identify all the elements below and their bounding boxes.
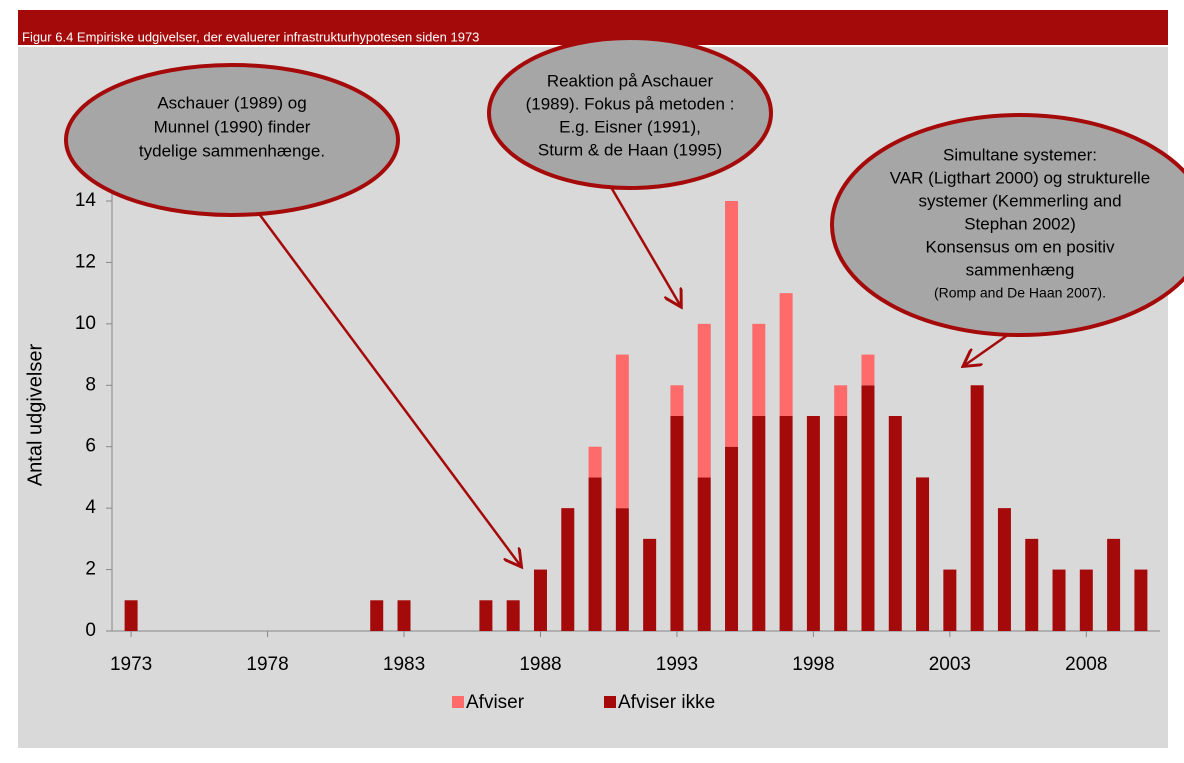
legend-label: Afviser <box>466 692 525 713</box>
annotation-arrow <box>606 181 680 305</box>
legend-swatch <box>452 696 464 708</box>
bar-segment <box>397 600 411 631</box>
bar-segment <box>916 477 930 631</box>
annotation-text: Reaktion på Aschauer <box>547 71 714 90</box>
annotation-text: E.g. Eisner (1991), <box>559 117 701 136</box>
bar-segment <box>533 569 547 631</box>
bar-segment <box>861 354 875 386</box>
chart-title: Figur 6.4 Empiriske udgivelser, der eval… <box>22 29 479 44</box>
bar-segment <box>888 416 902 631</box>
x-tick-label: 1988 <box>519 654 561 675</box>
annotation-text: Simultane systemer: <box>943 145 1097 164</box>
bar-segment <box>725 201 739 447</box>
annotation-bubble <box>487 36 773 190</box>
bar-segment <box>1025 538 1039 631</box>
bar-segment <box>1079 569 1093 631</box>
annotation-bubble <box>830 113 1184 337</box>
annotation-text: VAR (Ligthart 2000) og strukturelle <box>890 168 1150 187</box>
bar-segment <box>970 385 984 631</box>
y-tick-label: 14 <box>75 190 97 211</box>
annotation-text: tydelige sammenhænge. <box>139 141 325 160</box>
bar-segment <box>588 477 602 631</box>
title-strip <box>18 10 1168 30</box>
y-tick-label: 6 <box>85 436 96 457</box>
bar-segment <box>752 323 766 416</box>
bar-segment <box>697 323 711 478</box>
bar-segment <box>861 385 875 631</box>
annotation-text: Stephan 2002) <box>964 214 1076 233</box>
bar-segment <box>588 446 602 478</box>
annotation-text: (1989). Fokus på metoden : <box>526 94 735 113</box>
y-tick-label: 12 <box>75 251 96 272</box>
y-tick-label: 10 <box>75 313 96 334</box>
y-tick-label: 4 <box>85 497 96 518</box>
legend-label: Afviser ikke <box>618 692 715 713</box>
legend-swatch <box>604 696 616 708</box>
y-tick-label: 2 <box>85 559 96 580</box>
annotation-text: Munnel (1990) finder <box>154 117 311 136</box>
annotations: Aschauer (1989) og Munnel (1990) finder ty… <box>64 36 1184 565</box>
bar-segment <box>997 508 1011 631</box>
y-tick-label: 8 <box>85 374 96 395</box>
annotation-text: sammenhæng <box>966 260 1075 279</box>
bar-segment <box>506 600 520 631</box>
annotation-text: (Romp and De Haan 2007). <box>934 285 1106 301</box>
x-tick-label: 1993 <box>656 654 698 675</box>
bar-segment <box>643 538 657 631</box>
plot: 0 2 4 6 8 10 12 14 1973 1978 1983 1988 1993 1998 2003 2… <box>75 190 1160 713</box>
bar-segment <box>697 477 711 631</box>
bar-segment <box>615 354 629 509</box>
bar-segment <box>725 446 739 631</box>
bar-segment <box>1107 538 1121 631</box>
annotation-arrow <box>965 330 1013 365</box>
annotation-text: Sturm & de Haan (1995) <box>538 140 722 159</box>
bar-segment <box>779 416 793 631</box>
annotation-text: Aschauer (1989) og <box>157 93 306 112</box>
bar-segment <box>124 600 138 631</box>
bar-segment <box>561 508 575 631</box>
bar-segment <box>670 385 684 416</box>
x-tick-label: 1983 <box>383 654 425 675</box>
annotation-bubble <box>64 63 400 217</box>
bar-segment <box>615 508 629 631</box>
bar-segment <box>806 416 820 631</box>
bar-segment <box>943 569 957 631</box>
annotation-arrow <box>223 167 520 565</box>
bar-segment <box>1052 569 1066 631</box>
x-tick-label: 1998 <box>792 654 834 675</box>
bar-segment <box>670 416 684 631</box>
y-tick-label: 0 <box>85 620 96 641</box>
x-tick-label: 2003 <box>929 654 971 675</box>
bar-segment <box>779 293 793 416</box>
annotation-text: Konsensus om en positiv <box>926 237 1115 256</box>
bar-segment <box>479 600 493 631</box>
bar-segment <box>370 600 384 631</box>
bar-segment <box>834 385 848 416</box>
x-tick-label: 1978 <box>246 654 288 675</box>
x-tick-label: 2008 <box>1065 654 1107 675</box>
bar-segment <box>1134 569 1148 631</box>
bar-segment <box>834 416 848 631</box>
bar-segment <box>752 416 766 631</box>
y-axis-label: Antal udgivelser <box>24 344 46 487</box>
annotation-text: systemer (Kemmerling and <box>918 191 1121 210</box>
x-tick-label: 1973 <box>110 654 152 675</box>
